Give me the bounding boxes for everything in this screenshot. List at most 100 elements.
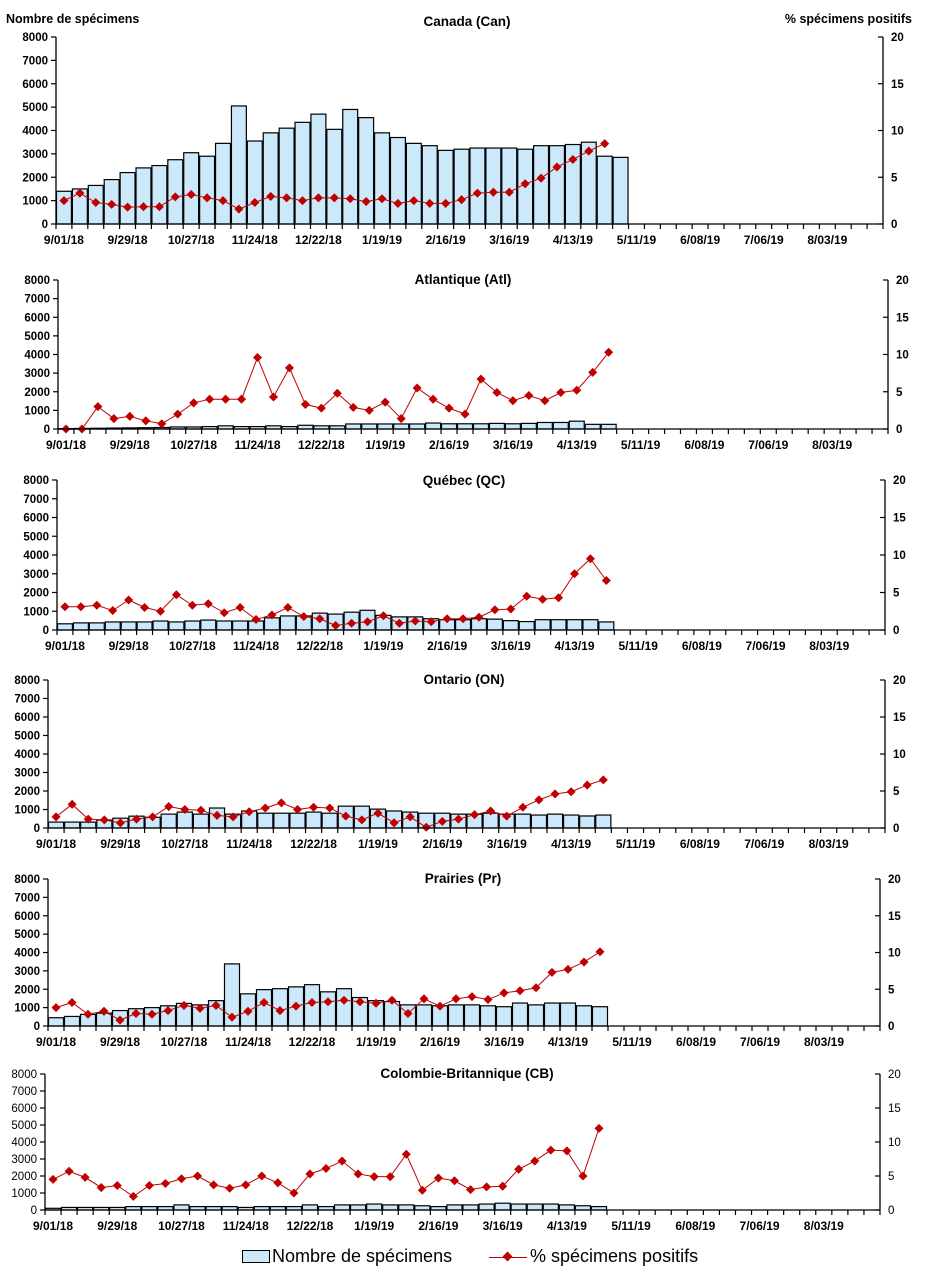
line-point xyxy=(193,1171,203,1181)
y-tick-label: 2000 xyxy=(11,1171,37,1183)
bar xyxy=(405,142,422,225)
y-tick-label: 6000 xyxy=(23,513,49,525)
line-point xyxy=(275,1006,285,1016)
x-tick-label: 4/13/19 xyxy=(554,639,594,653)
line-point xyxy=(347,618,357,628)
line-point xyxy=(59,196,69,206)
bar xyxy=(456,423,474,430)
y-tick-label: 3000 xyxy=(24,368,50,380)
x-tick-label: 5/11/19 xyxy=(617,233,657,247)
x-tick-label: 12/22/18 xyxy=(290,837,337,851)
x-tick-label: 2/16/19 xyxy=(422,837,462,851)
bar xyxy=(543,1002,561,1027)
line-point xyxy=(140,602,150,613)
line-point xyxy=(604,347,614,357)
line-point xyxy=(218,196,228,206)
line-point xyxy=(502,811,512,821)
x-tick-label: 9/29/18 xyxy=(110,438,150,452)
x-tick-label: 9/29/18 xyxy=(109,639,149,653)
x-tick-label: 12/22/18 xyxy=(289,1035,336,1049)
bar xyxy=(168,621,185,631)
line-point xyxy=(157,419,167,429)
x-tick-label: 5/11/19 xyxy=(619,639,659,653)
y2-tick-label: 0 xyxy=(893,823,899,835)
line-point xyxy=(403,1008,413,1019)
bar xyxy=(520,422,537,430)
line-point xyxy=(444,403,454,413)
x-tick-label: 11/24/18 xyxy=(233,639,279,653)
line-point xyxy=(67,997,77,1008)
y-tick-label: 6000 xyxy=(22,79,48,91)
y-tick-label: 4000 xyxy=(23,550,49,562)
line-point xyxy=(562,1146,572,1156)
bar xyxy=(342,108,359,225)
chart-title: Ontario (ON) xyxy=(424,672,505,687)
bar xyxy=(552,421,569,430)
bar xyxy=(596,155,613,225)
x-tick-label: 3/16/19 xyxy=(493,438,533,452)
y-tick-label: 1000 xyxy=(14,1003,40,1015)
y-tick-label: 4000 xyxy=(11,1137,37,1149)
line-point xyxy=(209,1180,219,1190)
x-tick-label: 11/24/18 xyxy=(234,438,280,452)
x-tick-label: 7/06/19 xyxy=(744,837,784,851)
bar xyxy=(262,132,279,225)
line-point xyxy=(460,409,470,419)
line-point xyxy=(566,787,576,797)
line-point xyxy=(260,803,270,813)
bar xyxy=(421,145,438,225)
x-tick-label: 6/08/19 xyxy=(675,1219,715,1233)
y2-tick-label: 15 xyxy=(888,1103,901,1115)
x-tick-label: 4/13/19 xyxy=(557,438,597,452)
line-point xyxy=(578,1171,588,1181)
chart-title: Colombie-Britannique (CB) xyxy=(380,1066,553,1081)
y-tick-label: 2000 xyxy=(23,588,49,600)
y2-tick-label: 10 xyxy=(888,1137,901,1149)
chart-title: Québec (QC) xyxy=(423,473,506,488)
bar xyxy=(478,1203,495,1211)
y-tick-label: 0 xyxy=(44,424,50,436)
x-tick-label: 1/19/19 xyxy=(358,837,398,851)
x-tick-label: 7/06/19 xyxy=(740,1219,780,1233)
bar xyxy=(393,423,410,430)
x-tick-label: 2/16/19 xyxy=(418,1219,458,1233)
x-tick-label: 6/08/19 xyxy=(680,233,720,247)
y2-tick-label: 20 xyxy=(891,32,904,44)
line-point xyxy=(187,600,197,610)
y-tick-label: 7000 xyxy=(22,55,48,67)
line-point xyxy=(474,612,484,622)
line-point xyxy=(364,405,374,415)
x-tick-label: 1/19/19 xyxy=(365,438,405,452)
line-point xyxy=(284,363,294,373)
bar xyxy=(398,1204,415,1211)
x-tick-label: 9/01/18 xyxy=(36,837,76,851)
y-tick-label: 4000 xyxy=(14,948,40,960)
x-tick-label: 2/16/19 xyxy=(426,233,466,247)
bar xyxy=(232,620,249,631)
bar xyxy=(199,155,216,225)
line-point xyxy=(451,994,461,1004)
line-point xyxy=(321,1163,331,1174)
x-tick-label: 1/19/19 xyxy=(362,233,402,247)
line-point xyxy=(554,593,564,603)
bar xyxy=(536,421,553,430)
line-point xyxy=(313,193,323,203)
y2-tick-label: 0 xyxy=(896,424,902,436)
y2-tick-label: 15 xyxy=(896,312,909,324)
x-tick-label: 3/16/19 xyxy=(491,639,531,653)
line-point xyxy=(355,997,365,1007)
chart-title: Canada (Can) xyxy=(423,14,510,29)
bar xyxy=(472,423,490,430)
x-tick-label: 3/16/19 xyxy=(483,1219,523,1233)
x-tick-label: 2/16/19 xyxy=(420,1035,460,1049)
x-tick-label: 4/13/19 xyxy=(553,233,593,247)
bar xyxy=(469,147,486,225)
line-point xyxy=(291,1001,301,1011)
bar xyxy=(582,619,599,631)
y-tick-label: 6000 xyxy=(14,712,40,724)
line-point xyxy=(225,1183,235,1193)
line-point xyxy=(393,198,403,208)
x-tick-label: 11/24/18 xyxy=(232,233,278,247)
x-tick-label: 10/27/18 xyxy=(168,233,215,247)
line-point xyxy=(373,808,383,818)
